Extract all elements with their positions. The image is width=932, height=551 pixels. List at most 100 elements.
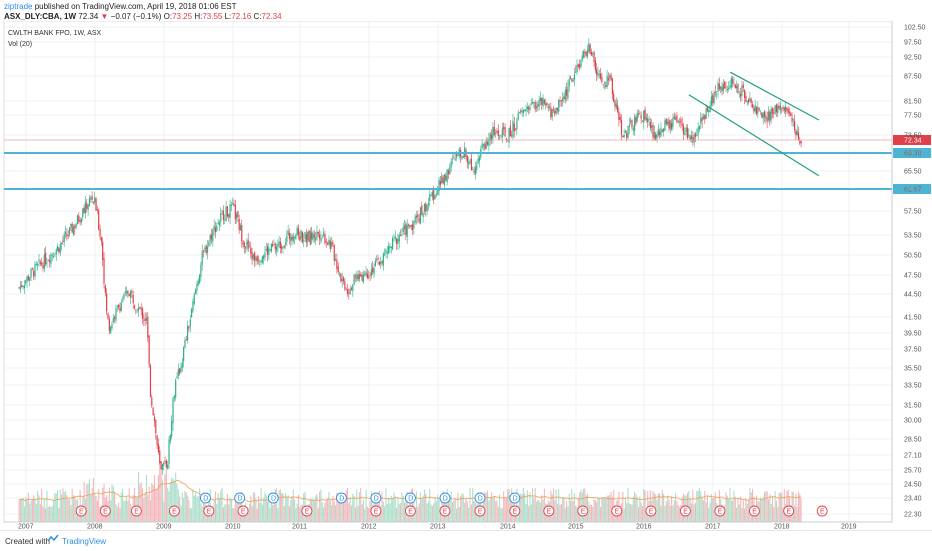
candle-body	[548, 106, 551, 108]
volume-bar	[31, 499, 33, 522]
earnings-badge[interactable]	[577, 505, 589, 517]
candle-body	[243, 242, 245, 248]
horizontal-levels[interactable]: 69.30 61.67 72.34	[4, 134, 931, 194]
earnings-badge[interactable]	[748, 505, 760, 517]
author-link[interactable]: ziptrade	[4, 2, 33, 11]
candle-body	[216, 225, 218, 231]
dividend-badge[interactable]	[474, 492, 486, 504]
volume-bar	[368, 507, 370, 522]
level-price-tag	[893, 148, 931, 158]
volume-bar	[647, 490, 649, 522]
dividend-badge[interactable]	[267, 492, 279, 504]
candle-body	[411, 224, 414, 230]
candle-body	[135, 310, 137, 312]
candle-body	[37, 263, 39, 266]
earnings-badge[interactable]	[611, 505, 623, 517]
earnings-badge[interactable]	[99, 505, 111, 517]
candle-body	[278, 241, 280, 245]
earnings-badge[interactable]	[203, 505, 215, 517]
dividend-badge[interactable]	[335, 492, 347, 504]
candle-body	[777, 105, 779, 114]
earnings-badge[interactable]	[168, 505, 180, 517]
candle-body	[338, 273, 341, 275]
candle-body	[381, 260, 383, 264]
volume-bar	[533, 498, 535, 522]
candle-body	[296, 227, 298, 235]
volume-bar	[319, 491, 321, 522]
earnings-badge[interactable]	[370, 505, 382, 517]
candle-body	[398, 234, 400, 242]
candle-body	[552, 109, 555, 111]
volume-bar	[323, 507, 325, 522]
symbol-name[interactable]: ASX_DLY:CBA, 1W	[4, 12, 77, 21]
candle-body	[177, 369, 179, 376]
candle-body	[450, 161, 452, 168]
trend-channel-line[interactable]	[688, 94, 820, 177]
earnings-badge[interactable]	[679, 505, 691, 517]
candle-body	[631, 119, 633, 128]
earnings-badge[interactable]	[301, 505, 313, 517]
dividend-badge[interactable]	[439, 492, 451, 504]
trend-channel[interactable]	[688, 71, 820, 177]
candle-body	[582, 51, 585, 58]
price-tick-label: 53.50	[904, 233, 922, 240]
symbol-line: ASX_DLY:CBA, 1W 72.34 ▼ −0.07 (−0.1%) O:…	[4, 12, 282, 21]
dividend-badge[interactable]	[404, 492, 416, 504]
dividend-badge[interactable]	[509, 492, 521, 504]
earnings-badge[interactable]	[543, 505, 555, 517]
dividend-badge[interactable]	[199, 492, 211, 504]
volume-bar	[421, 499, 423, 522]
price-tick-label: 47.50	[904, 273, 922, 280]
candle-body	[202, 250, 205, 252]
earnings-badge[interactable]	[439, 505, 451, 517]
volume-bar	[385, 488, 387, 522]
earnings-badge[interactable]	[645, 505, 657, 517]
earnings-badge[interactable]	[75, 505, 87, 517]
plot-area[interactable]	[3, 21, 893, 523]
volume-bar	[526, 490, 528, 522]
volume-bar	[538, 500, 540, 522]
volume-bar	[417, 507, 419, 522]
trend-channel-line[interactable]	[729, 71, 820, 121]
candle-body	[496, 130, 498, 133]
candle-body	[763, 111, 766, 118]
candle-body	[307, 231, 309, 241]
earnings-badge[interactable]	[237, 505, 249, 517]
candle-body	[678, 121, 681, 123]
earnings-badge-label: E	[103, 509, 108, 516]
volume-bar	[165, 468, 167, 522]
candle-body	[478, 156, 481, 162]
earnings-badge-label: E	[134, 509, 139, 516]
candle-body	[660, 127, 662, 137]
volume-bar	[563, 497, 565, 522]
candle-body	[788, 111, 791, 114]
earnings-badge-label: E	[615, 509, 620, 516]
volume-bar	[90, 494, 92, 522]
earnings-badge[interactable]	[509, 505, 521, 517]
earnings-badge[interactable]	[714, 505, 726, 517]
tradingview-brand-link[interactable]: TradingView	[62, 537, 107, 546]
earnings-badge[interactable]	[816, 505, 828, 517]
candle-body	[732, 78, 734, 84]
candle-body	[767, 111, 770, 121]
candle-body	[274, 243, 276, 250]
candle-body	[433, 190, 435, 201]
price-axis[interactable]: 102.50 97.50 92.50 87.50 81.50 77.50 73.50 69.3…	[891, 21, 926, 522]
earnings-badge[interactable]	[783, 505, 795, 517]
earnings-badge[interactable]	[130, 505, 142, 517]
volume-bar	[285, 493, 287, 522]
dividend-badge[interactable]	[370, 492, 382, 504]
earnings-badge[interactable]	[404, 505, 416, 517]
candle-body	[83, 207, 85, 213]
candle-body	[369, 275, 371, 277]
time-axis[interactable]: 2007 2008 2009 2010 2011 2012 2013 2014 2015 2016…	[4, 521, 892, 530]
candle-body	[171, 421, 173, 437]
volume-bar	[794, 505, 796, 522]
candle-body	[84, 201, 87, 214]
earnings-badge[interactable]	[474, 505, 486, 517]
earnings-badge-label: E	[241, 509, 246, 516]
candle-body	[197, 280, 199, 286]
dividend-badge[interactable]	[234, 492, 246, 504]
